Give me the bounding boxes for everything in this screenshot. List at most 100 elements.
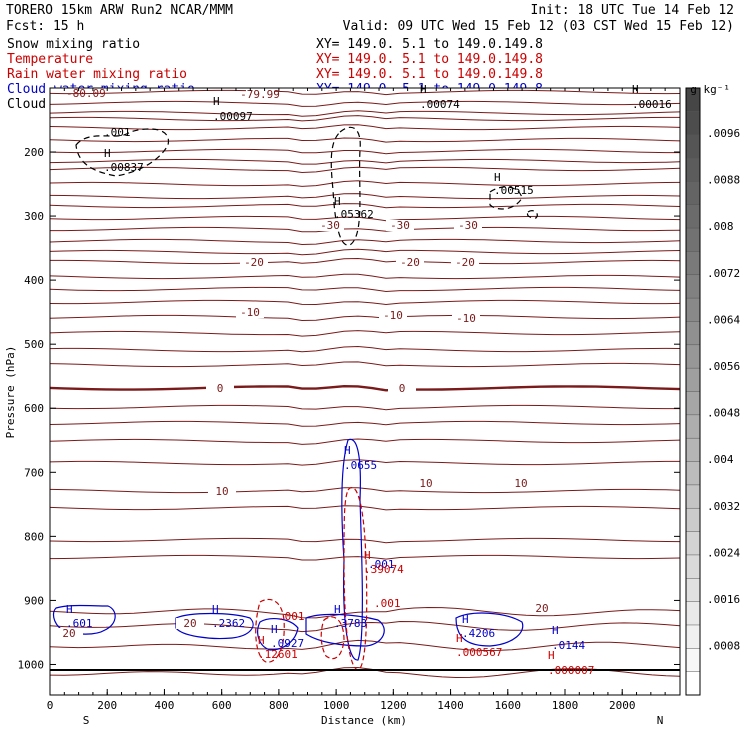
- temp-label-10: 0: [217, 382, 224, 395]
- temp-label-5: -20: [400, 256, 420, 269]
- maximum-value-6: .00074: [420, 98, 460, 111]
- isotherm-line: [49, 620, 681, 633]
- colorbar-segment-1: [686, 111, 700, 136]
- snow-contour-west: [75, 128, 169, 177]
- isotherm-line: [49, 286, 681, 293]
- snow-contour-small: [526, 210, 538, 219]
- temp-label-8: -10: [383, 309, 403, 322]
- cloud-water-center-low: [305, 613, 385, 647]
- colorbar-segment-7: [686, 251, 700, 276]
- isotherm-line: [49, 666, 681, 679]
- temp-label-bg: [379, 310, 407, 321]
- temp-label-15: 20: [535, 602, 548, 615]
- colorbar-segment-23: [686, 624, 700, 649]
- isotherm-line: [49, 100, 681, 107]
- maximum-value-20: .000567: [456, 646, 502, 659]
- temp-label-13: 10: [419, 477, 432, 490]
- temp-label-14: 10: [514, 477, 527, 490]
- colorbar-label-11: .0008: [707, 640, 740, 653]
- maximum-value-9: .601: [66, 617, 93, 630]
- rain-water-west: [255, 598, 285, 663]
- temp-label-bg: [452, 313, 480, 324]
- forecast-hour: Fcst: 15 h: [6, 19, 84, 34]
- maximum-marker-10: H: [212, 603, 219, 616]
- colorbar-segment-8: [686, 274, 700, 299]
- cloud-water-east: [455, 612, 524, 647]
- isotherm-line: [49, 248, 681, 256]
- temp-label-bg: [236, 307, 264, 318]
- maximum-value-16: .12601: [258, 648, 298, 661]
- isotherm-line: [49, 361, 681, 368]
- maximum-value-7: -80.09: [66, 87, 106, 100]
- colorbar: .0096 .0088 .008 .0072 .0064 .0056 .0048 .004 .0…: [685, 87, 740, 696]
- colorbar-label-7: .004: [707, 453, 734, 466]
- isotherm-line: [49, 554, 681, 561]
- isotherm-line: [49, 606, 681, 619]
- colorbar-segment-12: [686, 368, 700, 392]
- temp-label-bg: [528, 603, 556, 614]
- colorbar-segment-13: [686, 391, 700, 416]
- maximum-marker-0: H: [213, 95, 220, 108]
- maximum-marker-12: H: [334, 603, 341, 616]
- temperature-labels: -79.99 -30 -30 -30 -20 -20 -20 -10 -10 -10 0 0 10 10 1…: [55, 88, 556, 640]
- temp-label-bg: [451, 257, 479, 268]
- temp-label-bg: [316, 220, 344, 231]
- maximum-value-1: .00837: [104, 161, 144, 174]
- field-xy-0: XY= 149.0. 5.1 to 149.0.149.8: [316, 37, 543, 52]
- maximum-marker-5: H: [632, 83, 639, 96]
- colorbar-label-5: .0056: [707, 360, 740, 373]
- isotherm-line: [49, 404, 680, 411]
- field-name-2: Rain water mixing ratio: [7, 67, 187, 82]
- temp-label-bg: [206, 383, 234, 394]
- maximum-value-14: .0144: [552, 639, 585, 652]
- isotherm-line: [49, 89, 681, 96]
- maximum-value-11: .0927: [271, 637, 304, 650]
- colorbar-label-0: .0096: [707, 127, 740, 140]
- x-axis: 0 200 400 600 800 1000 1200 1400 1600 1800 2000: [47, 88, 666, 712]
- temp-label-bg: [454, 220, 482, 231]
- x-axis-title: Distance (km): [321, 714, 407, 727]
- maximum-marker-14: H: [552, 624, 559, 637]
- x-tick-label-4: 800: [269, 699, 289, 712]
- isotherm-line: [49, 505, 681, 511]
- temp-label-12: 10: [215, 485, 228, 498]
- y-tick-label-6: 800: [24, 530, 44, 543]
- isotherm-line: [49, 238, 681, 246]
- colorbar-segment-20: [686, 554, 700, 579]
- maximum-value-17: .001: [278, 610, 305, 623]
- temp-label-bg: [388, 383, 416, 394]
- y-tick-label-5: 700: [24, 466, 44, 479]
- field-name-0: Snow mixing ratio: [7, 37, 140, 52]
- maximum-value-5: .00016: [632, 98, 672, 111]
- temp-label-4: -20: [244, 256, 264, 269]
- maximum-marker-9: H: [66, 603, 73, 616]
- x-tick-label-6: 1200: [380, 699, 407, 712]
- maximum-value-3: .05362: [334, 208, 374, 221]
- colorbar-segment-24: [686, 648, 700, 673]
- maximum-marker-13: H: [462, 613, 469, 626]
- isotherm-line: [49, 148, 680, 155]
- isotherm-line: [50, 226, 681, 233]
- isotherm-line: [49, 420, 681, 427]
- temp-label-9: -10: [456, 312, 476, 325]
- field-xy-2: XY= 149.0. 5.1 to 149.0.149.8: [316, 67, 543, 82]
- isotherm-line: [49, 330, 681, 337]
- colorbar-label-10: .0016: [707, 593, 740, 606]
- colorbar-segment-15: [686, 438, 700, 462]
- x-tick-label-8: 1600: [495, 699, 522, 712]
- model-title: TORERO 15km ARW Run2 NCAR/MMM: [6, 3, 233, 18]
- maximum-marker-21: H: [548, 649, 555, 662]
- temp-label-11: 0: [399, 382, 406, 395]
- isotherm-line: [49, 180, 681, 187]
- maximum-marker-16: H: [258, 634, 265, 647]
- colorbar-label-2: .008: [707, 220, 734, 233]
- temp-label-0: -79.99: [240, 88, 280, 101]
- temp-label-2: -30: [458, 219, 478, 232]
- cloud-water-sw: [175, 612, 254, 640]
- isotherm-line: [49, 193, 681, 200]
- x-tick-label-3: 600: [212, 699, 232, 712]
- maximum-value-8: .0655: [344, 459, 377, 472]
- maximum-value-13: .4206: [462, 627, 495, 640]
- isotherm-line: [49, 110, 681, 117]
